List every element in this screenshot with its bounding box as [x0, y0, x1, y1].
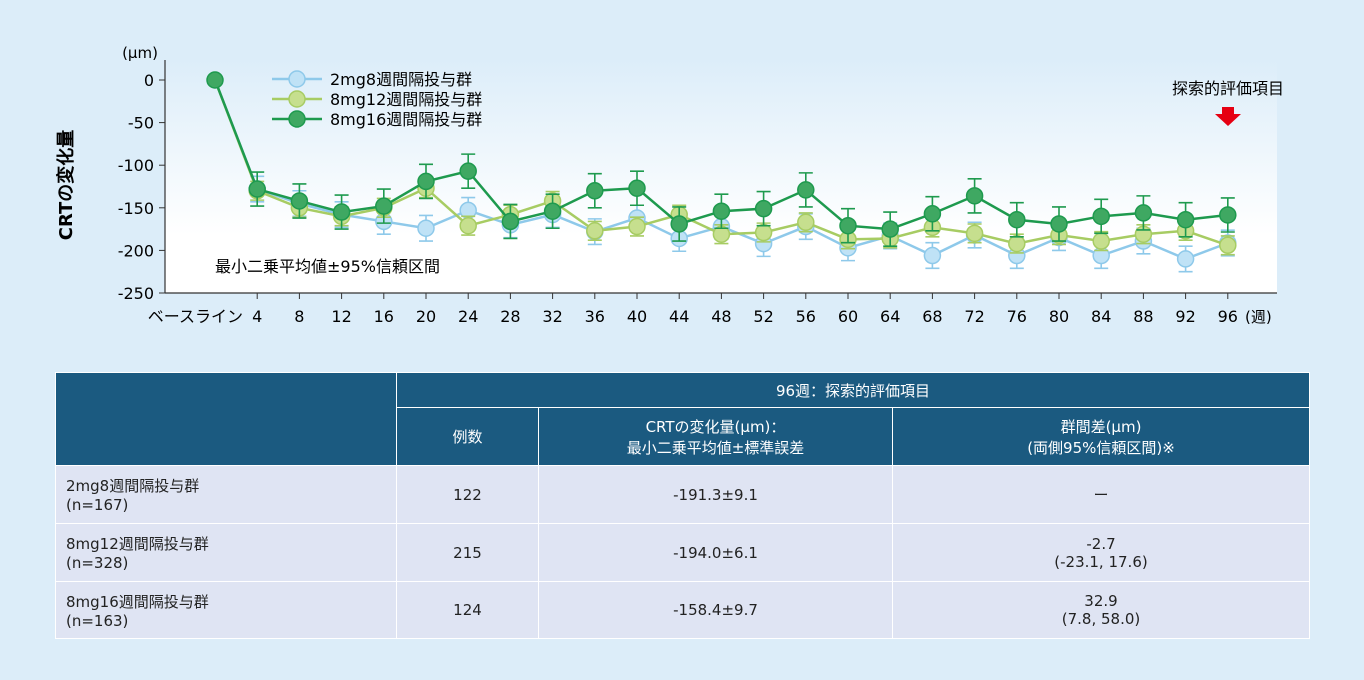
data-point [459, 216, 477, 235]
x-tick-label: 20 [416, 307, 436, 326]
legend-label: 8mg16週間隔投与群 [330, 110, 482, 129]
header-diff: 群間差(μm) (両側95%信頼区間)※ [892, 407, 1310, 466]
x-tick-label: 24 [458, 307, 478, 326]
x-tick-label: 68 [922, 307, 942, 326]
x-tick-label: 16 [374, 307, 394, 326]
data-point [206, 71, 224, 89]
y-tick-label: -250 [118, 284, 154, 303]
legend-marker [288, 70, 306, 88]
data-point [712, 202, 731, 220]
data-point [670, 215, 688, 233]
y-unit: (μm) [122, 44, 158, 62]
data-point [1092, 207, 1110, 226]
y-tick-label: 0 [144, 71, 154, 90]
data-point [417, 172, 435, 191]
data-point [923, 205, 942, 223]
x-tick-label: 64 [880, 307, 900, 326]
y-tick-label: -150 [118, 199, 154, 218]
data-point [332, 203, 351, 221]
series-2: 8mg16週間隔投与群 [206, 71, 1237, 247]
x-tick-label: 96 [1218, 307, 1238, 326]
data-point [797, 213, 815, 232]
table-row: 2mg8週間隔投与群 (n=167) 122 -191.3±9.1 ー [55, 465, 1310, 524]
data-point [586, 222, 604, 240]
data-point [1134, 204, 1153, 222]
table-row: 8mg12週間隔投与群 (n=328) 215 -194.0±6.1 -2.7 (-2… [55, 523, 1310, 582]
data-point [586, 182, 604, 200]
data-point [628, 179, 646, 197]
x-tick-label: 8 [294, 307, 304, 326]
x-tick-label: 4 [252, 307, 262, 326]
data-point [1050, 215, 1068, 233]
header-96w: 96週：探索的評価項目 [396, 372, 1310, 408]
y-tick-label: -200 [118, 241, 154, 260]
x-unit: (週) [1245, 308, 1272, 326]
data-point [459, 162, 477, 180]
data-point [628, 217, 646, 236]
results-table: 96週：探索的評価項目 例数 CRTの変化量(μm)： 最小二乗平均値±標準誤差 … [55, 372, 1310, 639]
legend-marker [288, 110, 306, 128]
plot-area [165, 60, 1277, 293]
data-point [1176, 250, 1195, 268]
x-tick-label: 60 [838, 307, 858, 326]
data-point [1219, 236, 1237, 255]
data-point [290, 192, 309, 210]
data-point [965, 187, 984, 205]
x-tick-label: 76 [1007, 307, 1027, 326]
arrow-down-icon [1215, 107, 1241, 126]
data-point [754, 223, 773, 242]
exploratory-label: 探索的評価項目 [1172, 79, 1284, 98]
data-point [797, 181, 815, 199]
x-tick-label: 36 [585, 307, 605, 326]
x-tick-label: 80 [1049, 307, 1069, 326]
data-point [375, 197, 393, 215]
x-tick-label: 32 [542, 307, 562, 326]
x-tick-label: 44 [669, 307, 689, 326]
data-point [1092, 232, 1110, 250]
x-tick-label: 12 [331, 307, 351, 326]
legend-label: 2mg8週間隔投与群 [330, 70, 472, 89]
y-tick-label: -100 [118, 156, 154, 175]
data-point [1008, 210, 1026, 229]
data-point [881, 220, 899, 238]
x-tick-label: 92 [1175, 307, 1195, 326]
x-tick-label: 72 [964, 307, 984, 326]
data-point [839, 216, 857, 235]
table-row: 8mg16週間隔投与群 (n=163) 124 -158.4±9.7 32.9 (7.… [55, 581, 1310, 639]
data-point [923, 246, 942, 265]
y-tick-label: -50 [128, 114, 154, 133]
x-tick-label: 88 [1133, 307, 1153, 326]
x-tick-label: 52 [753, 307, 773, 326]
x-tick-label: ベースライン [148, 307, 243, 326]
data-point [248, 180, 266, 198]
y-axis-label: CRTの変化量 [55, 130, 77, 241]
x-tick-label: 40 [627, 307, 647, 326]
data-point [543, 202, 562, 220]
x-tick-label: 84 [1091, 307, 1111, 326]
data-point [501, 212, 520, 231]
data-point [417, 219, 435, 237]
x-tick-label: 56 [796, 307, 816, 326]
data-point [1219, 206, 1237, 224]
header-empty [55, 372, 397, 466]
legend-label: 8mg12週間隔投与群 [330, 90, 482, 109]
data-point [754, 199, 773, 218]
data-point [965, 224, 984, 243]
header-crt: CRTの変化量(μm)： 最小二乗平均値±標準誤差 [538, 407, 893, 466]
ci-annotation: 最小二乗平均値±95%信頼区間 [215, 257, 440, 276]
header-n: 例数 [396, 407, 539, 466]
legend-marker [288, 90, 306, 108]
x-tick-label: 48 [711, 307, 731, 326]
data-point [1176, 210, 1195, 229]
data-point [1008, 234, 1026, 253]
x-tick-label: 28 [500, 307, 520, 326]
